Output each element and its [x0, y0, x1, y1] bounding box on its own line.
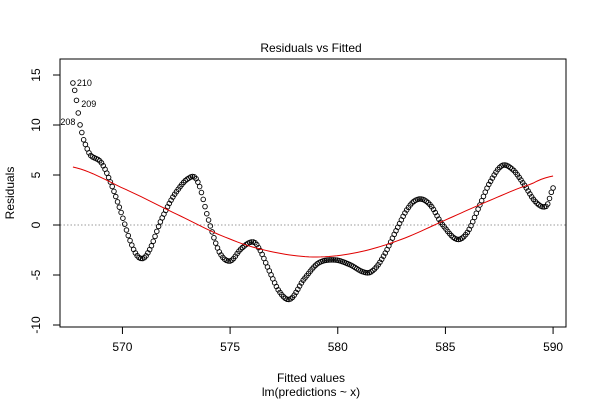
- residual-point: [195, 179, 201, 185]
- residual-point: [491, 172, 497, 178]
- residual-point: [311, 264, 317, 270]
- residual-point: [248, 239, 255, 245]
- residual-point: [123, 227, 130, 233]
- residual-point: [82, 141, 89, 148]
- y-axis: -10 -5 0 5 10 15: [29, 68, 61, 334]
- residual-point: [202, 203, 208, 210]
- x-axis: 570 575 580 585 590: [112, 326, 563, 354]
- residual-point: [330, 257, 337, 263]
- plot-box: [59, 58, 567, 328]
- residual-point: [152, 233, 158, 240]
- residual-point: [209, 229, 215, 235]
- point-labels: 210 209 208: [60, 78, 96, 127]
- residual-point: [113, 193, 119, 200]
- residual-point: [416, 196, 422, 202]
- residual-point: [196, 183, 203, 190]
- y-axis-label: Residuals: [3, 167, 17, 220]
- smoother-path: [72, 166, 554, 258]
- x-tick-label: 590: [543, 340, 563, 354]
- x-tick-label: 580: [328, 340, 348, 354]
- residual-point: [73, 97, 80, 104]
- residual-point: [111, 188, 117, 195]
- residual-point: [428, 203, 435, 210]
- residual-point: [148, 243, 155, 249]
- residual-point: [327, 257, 333, 263]
- residual-point: [127, 237, 133, 244]
- y-tick-label: -5: [29, 269, 43, 280]
- residual-point: [116, 204, 123, 210]
- residual-point: [211, 234, 217, 241]
- residual-point: [137, 255, 144, 262]
- residual-point: [150, 238, 156, 245]
- residual-point: [80, 137, 87, 143]
- residual-point: [70, 80, 76, 86]
- x-tick-label: 575: [220, 340, 240, 354]
- residual-point: [539, 203, 546, 210]
- residual-points: [70, 80, 556, 303]
- chart-subtitle: lm(predictions ~ x): [262, 385, 360, 399]
- residual-point: [77, 122, 83, 128]
- residual-point: [544, 201, 551, 207]
- residual-point: [518, 177, 524, 183]
- residual-point: [298, 280, 305, 286]
- residual-point: [425, 199, 431, 206]
- point-label-208: 208: [60, 117, 75, 127]
- residual-point: [114, 199, 121, 205]
- residual-point: [364, 270, 371, 276]
- lowess-smoother-line: [72, 166, 554, 258]
- residual-point: [180, 179, 187, 186]
- residual-point: [118, 209, 124, 216]
- point-label-209: 209: [81, 99, 96, 109]
- residual-point: [120, 215, 126, 221]
- y-tick-label: 10: [29, 118, 43, 132]
- residual-point: [107, 179, 114, 185]
- plot-frame: [59, 58, 567, 328]
- residual-point: [104, 170, 110, 176]
- x-axis-label: Fitted values: [277, 371, 345, 385]
- residual-point: [212, 240, 219, 246]
- residual-point: [105, 174, 112, 181]
- residual-point: [377, 259, 383, 265]
- residual-point: [125, 232, 131, 239]
- x-tick-label: 585: [435, 340, 455, 354]
- y-tick-label: 0: [29, 221, 43, 228]
- residual-point: [200, 196, 206, 203]
- residual-point: [155, 223, 162, 230]
- residual-point: [207, 223, 214, 229]
- residual-point: [191, 174, 198, 180]
- residual-point: [86, 150, 92, 156]
- residual-point: [121, 221, 128, 227]
- residual-point: [225, 258, 231, 264]
- residual-point: [546, 195, 553, 202]
- residual-point: [75, 110, 82, 116]
- residual-point: [332, 257, 339, 263]
- residual-point: [154, 228, 160, 235]
- residual-point: [328, 257, 335, 263]
- residual-point: [198, 189, 205, 196]
- residual-point: [205, 217, 212, 223]
- residual-point: [500, 162, 506, 168]
- residual-point: [204, 210, 210, 217]
- chart-title: Residuals vs Fitted: [260, 41, 361, 55]
- residual-point: [291, 292, 298, 298]
- residual-point: [527, 191, 533, 197]
- residual-point: [229, 257, 235, 263]
- residual-point: [550, 185, 556, 191]
- point-label-210: 210: [77, 78, 92, 88]
- x-tick-label: 570: [112, 340, 132, 354]
- residual-point: [170, 194, 176, 200]
- y-tick-label: -10: [29, 316, 43, 334]
- residual-point: [532, 198, 538, 205]
- residual-point: [109, 183, 115, 190]
- residual-point: [220, 254, 226, 261]
- y-tick-label: 15: [29, 68, 43, 82]
- residual-point: [325, 257, 331, 263]
- y-tick-label: 5: [29, 171, 43, 178]
- residual-point: [79, 129, 85, 136]
- residual-point: [132, 250, 139, 256]
- residual-point: [71, 87, 78, 94]
